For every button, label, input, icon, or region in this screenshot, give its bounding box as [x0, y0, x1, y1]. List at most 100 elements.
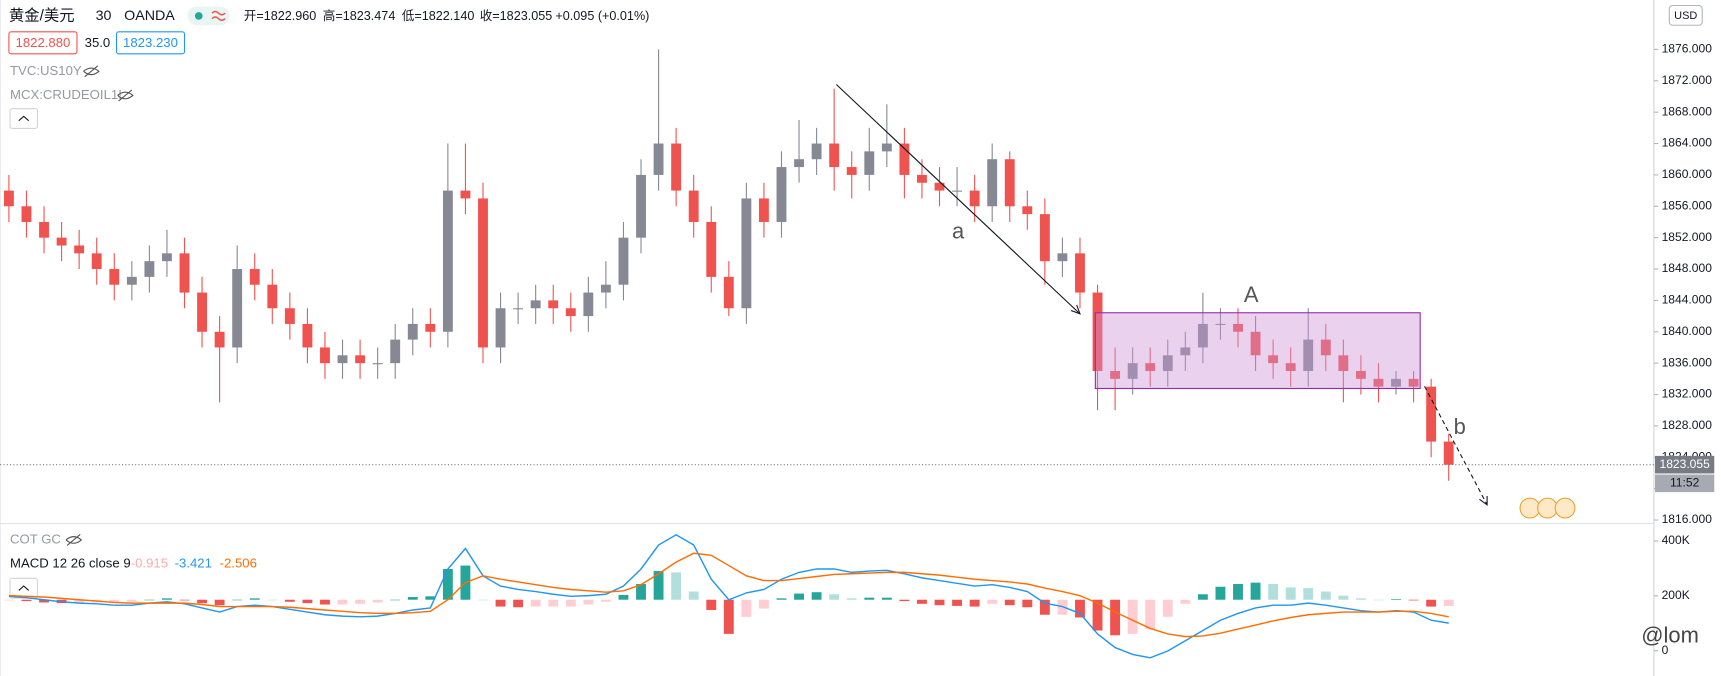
y-tick-label: 1872.000	[1662, 73, 1713, 87]
candle-body	[1057, 253, 1068, 262]
macd-histogram-bar	[1268, 584, 1279, 600]
y-tick-label: 1860.000	[1662, 167, 1713, 181]
macd-title: MACD 12 26 close 9	[10, 556, 131, 571]
candle-body	[741, 198, 752, 309]
candle-body	[1039, 214, 1050, 262]
candle-body	[390, 339, 401, 364]
candle-body	[126, 276, 137, 285]
candle-body	[794, 159, 804, 168]
candle-body	[1285, 363, 1296, 371]
collapse-button[interactable]	[9, 108, 38, 129]
macd-histogram-bar	[829, 594, 840, 600]
candle-body	[513, 308, 524, 310]
macd-histogram-bar	[1039, 599, 1050, 615]
annotation: A	[1244, 282, 1259, 307]
candle-body	[1443, 441, 1454, 465]
bid-box[interactable]	[8, 31, 78, 55]
candle-body	[442, 190, 453, 332]
macd-histogram-bar	[1233, 584, 1243, 600]
exchange: OANDA	[124, 8, 175, 24]
macd-histogram-bar	[179, 599, 190, 601]
macd-histogram-bar	[1110, 599, 1121, 636]
candle-body	[706, 221, 717, 277]
macd-histogram-bar	[355, 599, 366, 604]
candle-body	[197, 292, 207, 332]
y2-tick-label: 400K	[1662, 533, 1690, 547]
macd-histogram-bar	[1426, 599, 1437, 607]
currency-box[interactable]	[1668, 4, 1703, 26]
macd-histogram-bar	[425, 596, 436, 600]
macd-histogram-bar	[723, 599, 734, 634]
candle-body	[1110, 370, 1121, 379]
macd-histogram-bar	[1075, 599, 1085, 618]
macd-histogram-bar	[881, 597, 892, 600]
watermark: @lom	[1641, 622, 1699, 647]
candle-body	[846, 167, 857, 175]
y-tick-label: 1832.000	[1662, 387, 1713, 401]
candle-body	[1022, 206, 1033, 215]
y-tick-label: 1840.000	[1662, 324, 1713, 338]
macd-histogram-bar	[548, 599, 559, 607]
macd-histogram-bar	[1092, 599, 1103, 631]
macd-value: -3.421	[175, 556, 212, 571]
macd-histogram-bar	[618, 594, 629, 600]
status-icon	[211, 10, 226, 22]
macd-histogram-bar	[917, 599, 927, 604]
y-tick-label: 1844.000	[1662, 293, 1713, 307]
candle-body	[671, 143, 682, 191]
event-flags[interactable]	[1519, 497, 1576, 519]
macd-histogram-bar	[407, 596, 418, 600]
macd-histogram-bar	[232, 599, 243, 601]
macd-histogram-bar	[600, 599, 611, 602]
macd-histogram-bar	[144, 599, 155, 601]
macd-histogram-bar	[1215, 586, 1226, 600]
candle-body	[1408, 378, 1419, 387]
candle-body	[74, 245, 85, 254]
macd-histogram-bar	[1197, 594, 1208, 600]
candle-body	[1268, 355, 1279, 364]
candle-body	[1391, 378, 1401, 387]
macd-histogram-bar	[267, 599, 278, 601]
macd-histogram-bar	[758, 599, 769, 609]
overlay-symbol: MCX:CRUDEOIL1!	[10, 87, 122, 102]
macd-histogram-bar	[513, 599, 524, 608]
macd-histogram-bar	[934, 599, 945, 606]
candle-body	[21, 206, 32, 222]
collapse-icon	[18, 115, 30, 122]
macd-histogram-bar	[671, 572, 682, 600]
macd-line	[8, 533, 1449, 659]
macd-histogram-bar	[899, 599, 910, 602]
macd-histogram-bar	[249, 598, 260, 600]
candle-body	[548, 300, 559, 309]
last-price-box	[1655, 455, 1715, 474]
y-tick-label: 1868.000	[1662, 104, 1713, 118]
candle-body	[881, 143, 892, 152]
candle-body	[969, 190, 980, 207]
macd-histogram-bar	[495, 599, 506, 607]
macd-histogram-bar	[3, 599, 14, 601]
candle-body	[3, 190, 14, 207]
trend-arrow-dashed[interactable]	[1424, 386, 1488, 506]
trend-arrow[interactable]	[835, 84, 1081, 315]
y-tick-label: 1864.000	[1662, 136, 1713, 150]
candle-body	[1373, 378, 1384, 387]
candle-body	[530, 300, 541, 309]
candle-body	[179, 253, 190, 293]
ask-box[interactable]	[115, 31, 186, 55]
candle-body	[1320, 339, 1331, 356]
macd-histogram-bar	[442, 568, 453, 600]
hidden-icons[interactable]	[65, 65, 134, 546]
macd-histogram-bar	[811, 592, 822, 600]
macd-histogram-bar	[1180, 599, 1191, 604]
candle-body	[1162, 355, 1173, 371]
candle-body	[162, 253, 172, 262]
status-pill[interactable]	[187, 6, 230, 26]
candle-body	[495, 308, 506, 348]
range-box[interactable]	[1094, 312, 1421, 390]
arrow-head	[1071, 304, 1081, 315]
last-price-label: 1823.055	[1659, 457, 1710, 471]
macd-histogram-bar	[952, 599, 963, 606]
candle-body	[1092, 292, 1103, 371]
candle-body	[618, 237, 629, 285]
